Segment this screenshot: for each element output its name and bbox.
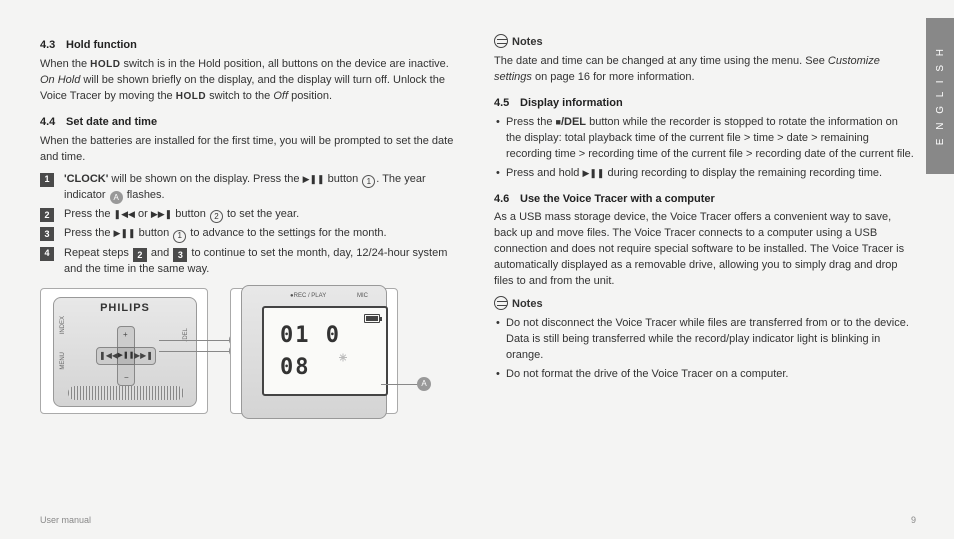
- step-badge: 1: [40, 173, 54, 187]
- right-column: Notes The date and time can be changed a…: [494, 28, 916, 512]
- play-pause-icon: ▶❚❚: [114, 228, 136, 238]
- language-tab: E N G L I S H: [926, 18, 954, 174]
- side-label-index: INDEX: [59, 316, 68, 334]
- next-icon: ▶▶❚: [134, 350, 153, 362]
- dpad: ▶❚❚ + − ❚◀◀ ▶▶❚: [96, 326, 156, 386]
- prev-icon: ❚◀◀: [99, 350, 118, 362]
- minus-icon: −: [124, 372, 129, 384]
- list-item: Press the ■/DEL button while the recorde…: [494, 115, 916, 163]
- page-footer: User manual 9: [40, 515, 916, 525]
- section-4-5-title: 4.5Display information: [494, 96, 916, 112]
- sec-title-text: Set date and time: [66, 116, 157, 128]
- list-item: Press and hold ▶❚❚ during recording to d…: [494, 166, 916, 182]
- brand-logo: PHILIPS: [54, 301, 196, 317]
- hold-label: HOLD: [90, 59, 120, 70]
- section-4-4-intro: When the batteries are installed for the…: [40, 134, 462, 166]
- rec-play-label: ●REC / PLAY: [290, 292, 326, 301]
- prev-icon: ❚◀◀: [114, 209, 135, 219]
- notes-icon: [494, 34, 508, 48]
- sec-title-text: Display information: [520, 97, 623, 109]
- section-4-6-body: As a USB mass storage device, the Voice …: [494, 210, 916, 290]
- mic-label: MIC: [357, 292, 368, 301]
- list-item: Do not disconnect the Voice Tracer while…: [494, 316, 916, 364]
- step-2: 2 Press the ❚◀◀ or ▶▶❚ button 2 to set t…: [40, 207, 462, 223]
- callout-a: A: [417, 377, 431, 391]
- step-1: 1 'CLOCK' will be shown on the display. …: [40, 172, 462, 205]
- page-number: 9: [911, 515, 916, 525]
- device-screen: ●REC / PLAY MIC 01 0 08: [241, 285, 387, 419]
- sec-num: 4.3: [40, 38, 66, 54]
- step-badge: 2: [40, 208, 54, 222]
- section-4-6-title: 4.6Use the Voice Tracer with a computer: [494, 192, 916, 208]
- device-top: PHILIPS INDEX MENU /DEL ▶❚❚ + − ❚◀◀ ▶▶❚: [53, 297, 197, 407]
- play-button: ▶❚❚: [117, 347, 135, 365]
- page-content: 4.3Hold function When the HOLD switch is…: [40, 28, 916, 512]
- section-4-3-title: 4.3Hold function: [40, 38, 462, 54]
- play-pause-icon: ▶❚❚: [582, 168, 604, 178]
- section-4-4-title: 4.4Set date and time: [40, 115, 462, 131]
- figure-2: ●REC / PLAY MIC 01 0 08 A: [230, 288, 398, 414]
- figures: PHILIPS INDEX MENU /DEL ▶❚❚ + − ❚◀◀ ▶▶❚: [40, 288, 462, 414]
- step-4: 4 Repeat steps 2 and 3 to continue to se…: [40, 246, 462, 278]
- next-icon: ▶▶❚: [151, 209, 172, 219]
- speaker-grille: [68, 386, 184, 400]
- notes-heading-2: Notes: [494, 296, 916, 313]
- lcd-screen: 01 0 08: [262, 306, 388, 396]
- step-badge: 4: [40, 247, 54, 261]
- sec-title-text: Use the Voice Tracer with a computer: [520, 193, 715, 205]
- step-3: 3 Press the ▶❚❚ button 1 to advance to t…: [40, 226, 462, 242]
- side-label-menu: MENU: [59, 352, 68, 370]
- sec-num: 4.4: [40, 115, 66, 131]
- step-badge: 3: [40, 227, 54, 241]
- notes-icon: [494, 296, 508, 310]
- left-column: 4.3Hold function When the HOLD switch is…: [40, 28, 462, 512]
- clock-digits: 01 0 08: [280, 320, 386, 384]
- notes-1-body: The date and time can be changed at any …: [494, 54, 916, 86]
- notes-heading-1: Notes: [494, 34, 916, 51]
- circle-1: 1: [362, 175, 375, 188]
- sec-title-text: Hold function: [66, 39, 137, 51]
- figure-1: PHILIPS INDEX MENU /DEL ▶❚❚ + − ❚◀◀ ▶▶❚: [40, 288, 208, 414]
- notes-2-list: Do not disconnect the Voice Tracer while…: [494, 316, 916, 383]
- section-4-5-list: Press the ■/DEL button while the recorde…: [494, 115, 916, 182]
- sec-num: 4.6: [494, 192, 520, 208]
- plus-icon: +: [123, 329, 128, 341]
- circle-2: 2: [210, 210, 223, 223]
- section-4-3-body: When the HOLD switch is in the Hold posi…: [40, 57, 462, 105]
- list-item: Do not format the drive of the Voice Tra…: [494, 367, 916, 383]
- sec-num: 4.5: [494, 96, 520, 112]
- steps-list: 1 'CLOCK' will be shown on the display. …: [40, 172, 462, 279]
- circle-a: A: [110, 191, 123, 204]
- footer-title: User manual: [40, 515, 91, 525]
- play-pause-icon: ▶❚❚: [303, 174, 325, 184]
